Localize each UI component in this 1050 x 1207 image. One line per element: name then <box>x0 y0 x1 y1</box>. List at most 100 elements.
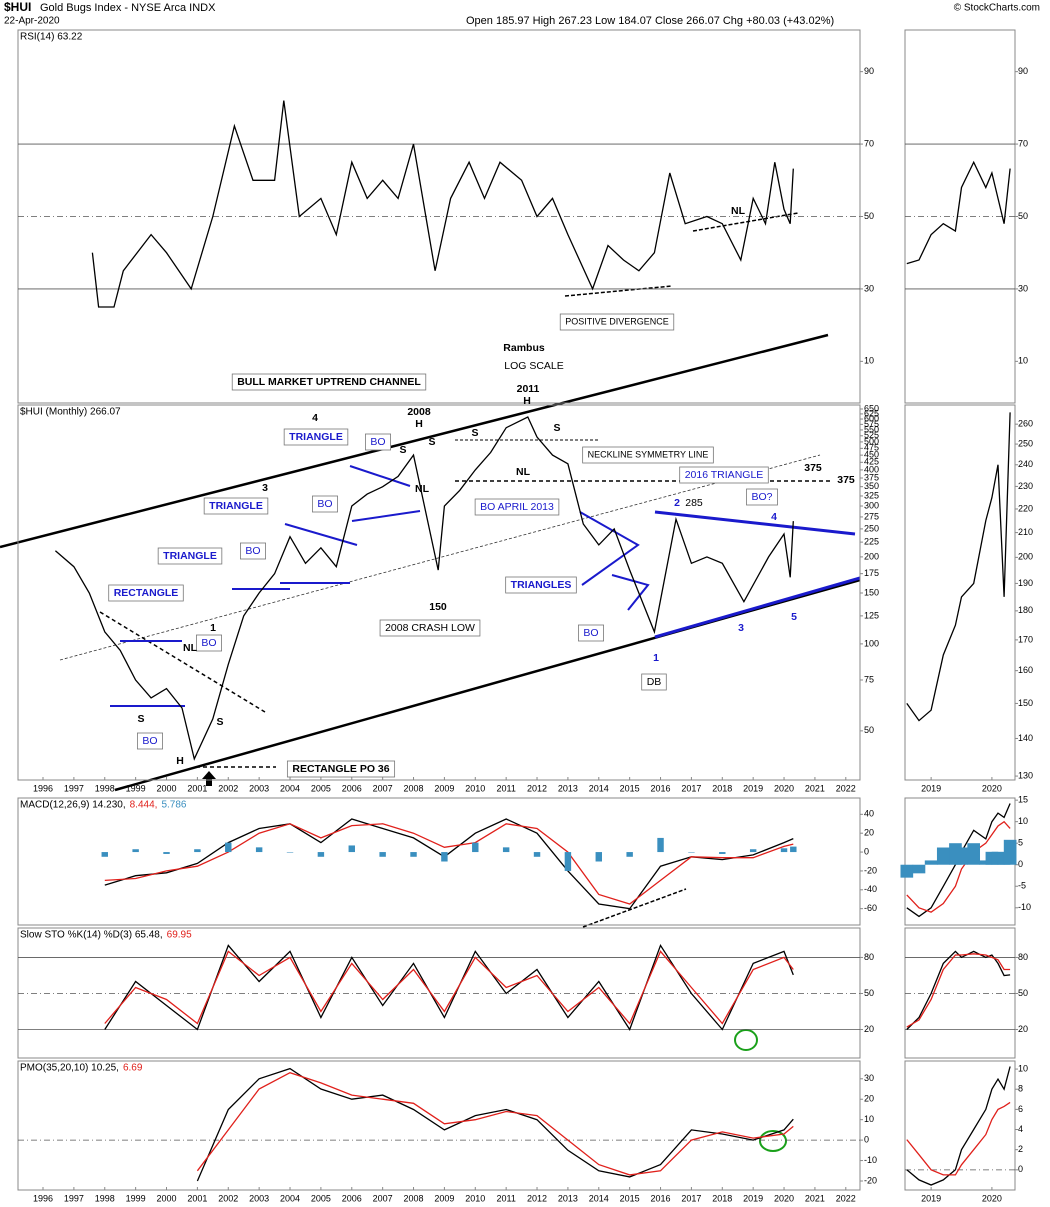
annotation: 3 <box>738 622 744 634</box>
annotation: H <box>523 395 531 407</box>
y-tick-label: 50 <box>1018 211 1028 221</box>
y-tick-label: 50 <box>864 988 874 998</box>
y-tick-label: 50 <box>864 211 874 221</box>
y-tick-label: 6 <box>1018 1104 1023 1114</box>
legend-hist: 5.786 <box>161 800 186 811</box>
annotation: BO <box>201 637 216 649</box>
channel-upper <box>0 333 829 549</box>
y-tick-label: 20 <box>864 1024 874 1034</box>
y-tick-label: 140 <box>1018 733 1033 743</box>
x-tick-label: 2006 <box>342 783 362 793</box>
triangle3-top <box>349 465 411 487</box>
x-tick-label: 2010 <box>465 1193 485 1203</box>
x-tick-label: 2013 <box>558 783 578 793</box>
y-tick-label: 130 <box>1018 770 1033 780</box>
histogram-bar <box>194 849 201 853</box>
x-tick-label: 2002 <box>218 1193 238 1203</box>
y-tick-label: 15 <box>1018 795 1028 805</box>
x-tick-label: 2018 <box>712 783 732 793</box>
annotation: S <box>137 713 144 725</box>
series-line <box>104 823 794 905</box>
triangle-lower <box>654 576 861 639</box>
annotation-box <box>286 760 396 778</box>
y-tick-label: 450 <box>864 450 879 460</box>
series-line <box>906 1066 1011 1186</box>
annotation: NL <box>516 466 531 478</box>
annotation-box <box>746 488 778 506</box>
x-tick-label: 2016 <box>651 1193 671 1203</box>
histogram-bar <box>936 847 950 865</box>
y-tick-label: 475 <box>864 443 879 453</box>
y-tick-label: 10 <box>864 356 874 366</box>
annotation: 4 <box>771 511 777 523</box>
y-tick-label: 190 <box>1018 578 1033 588</box>
panel-frame <box>904 404 1016 781</box>
x-tick-label: 2020 <box>774 783 794 793</box>
annotation: S <box>399 444 406 456</box>
histogram-bar <box>317 852 325 857</box>
annotation: Rambus <box>503 342 545 354</box>
triangles-2013 <box>579 511 650 611</box>
annotation: 4 <box>312 412 318 424</box>
y-tick-label: 275 <box>864 511 879 521</box>
histogram-bar <box>533 852 541 857</box>
y-tick-label: 325 <box>864 490 879 500</box>
triangle-upper <box>654 510 856 536</box>
y-tick-label: 20 <box>1018 1024 1028 1034</box>
annotation-box <box>157 547 223 565</box>
annotation-box <box>505 576 577 594</box>
y-tick-label: 550 <box>864 424 879 434</box>
annotation: BO <box>583 627 598 639</box>
y-tick-label: 210 <box>1018 527 1033 537</box>
annotation-box <box>196 634 222 652</box>
x-tick-label: 2002 <box>218 783 238 793</box>
y-tick-label: 20 <box>864 828 874 838</box>
channel-mid <box>59 454 821 661</box>
annotation: S <box>428 436 435 448</box>
annotation: 285 <box>685 497 703 509</box>
series-line <box>91 100 794 308</box>
y-tick-label: 250 <box>864 523 879 533</box>
histogram-bar <box>502 847 510 853</box>
y-tick-label: 30 <box>864 1073 874 1083</box>
x-tick-label: 2021 <box>805 1193 825 1203</box>
x-tick-label: 2004 <box>280 783 300 793</box>
annotation-box <box>137 732 163 750</box>
x-tick-label: 2005 <box>311 783 331 793</box>
y-tick-label: 180 <box>1018 605 1033 615</box>
annotation: 2016 TRIANGLE <box>685 469 764 481</box>
series-line <box>196 1067 794 1182</box>
y-tick-label: 4 <box>1018 1124 1023 1134</box>
y-tick-label: -10 <box>864 1155 877 1165</box>
y-tick-label: 375 <box>864 472 879 482</box>
x-tick-label: 2019 <box>743 1193 763 1203</box>
annotation: TRIANGLES <box>511 579 572 591</box>
y-tick-label: 250 <box>1018 438 1033 448</box>
x-tick-label: 2008 <box>404 1193 424 1203</box>
y-tick-label: 80 <box>864 952 874 962</box>
histogram-bar <box>912 864 926 874</box>
x-tick-label: 2022 <box>836 1193 856 1203</box>
histogram-bar <box>967 843 981 865</box>
x-tick-label: 1998 <box>95 783 115 793</box>
annotation-box <box>283 428 349 446</box>
annotation: 2008 CRASH LOW <box>385 622 475 634</box>
x-tick-label: 2009 <box>434 783 454 793</box>
y-tick-label: 575 <box>864 419 879 429</box>
x-tick-label: 1996 <box>33 1193 53 1203</box>
y-tick-label: 170 <box>1018 634 1033 644</box>
y-tick-label: 500 <box>864 436 879 446</box>
x-tick-label: 2019 <box>743 783 763 793</box>
annotation-box <box>578 624 604 642</box>
y-tick-label: 90 <box>1018 66 1028 76</box>
annotation-box <box>379 619 481 637</box>
x-tick-label: 2022 <box>836 783 856 793</box>
index-name: Gold Bugs Index - NYSE Arca INDX <box>40 2 216 14</box>
annotation-box <box>203 497 269 515</box>
y-tick-label: 0 <box>1018 1164 1023 1174</box>
y-tick-label: 200 <box>864 551 879 561</box>
annotation: BO? <box>751 491 772 503</box>
annotation: 2 <box>674 497 680 509</box>
